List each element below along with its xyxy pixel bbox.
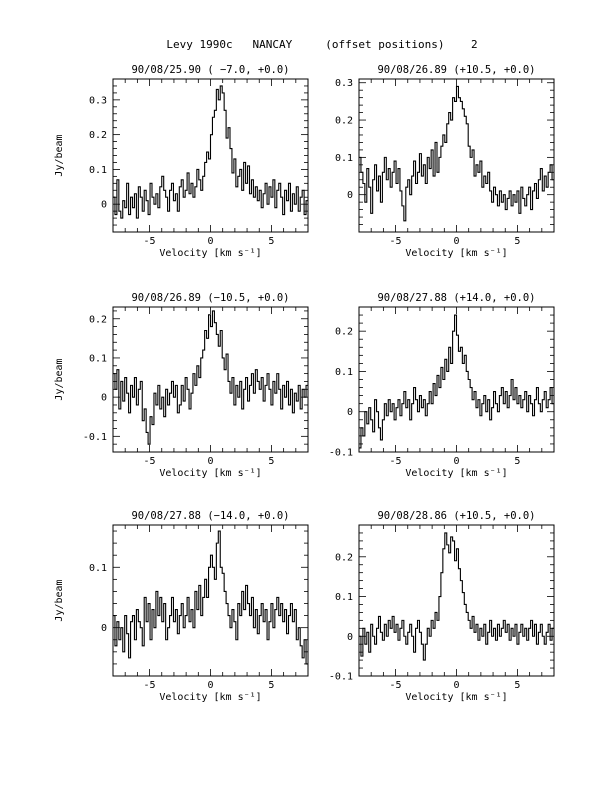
panel-title: 90/08/27.88 (+14.0, +0.0): [377, 292, 535, 304]
x-tick-label: -5: [144, 236, 156, 247]
y-tick-label: 0: [347, 632, 353, 643]
x-tick-label: 5: [514, 680, 520, 691]
x-tick-label: -5: [144, 456, 156, 467]
x-tick-label: 0: [453, 456, 459, 467]
y-tick-label: 0.1: [89, 353, 107, 364]
x-tick-label: 5: [514, 456, 520, 467]
x-axis-label: Velocity [km s⁻¹]: [159, 248, 261, 259]
y-tick-label: 0.1: [335, 153, 353, 164]
x-tick-label: 0: [207, 236, 213, 247]
y-tick-label: 0: [101, 200, 107, 211]
y-tick-label: 0: [101, 623, 107, 634]
spectrum-line: [359, 85, 554, 222]
panel-5: 90/08/27.88 (−14.0, +0.0) -5 0 5 0 0.1 Velocit…: [54, 510, 309, 703]
spectrum-line: [359, 532, 554, 661]
y-tick-label: 0.1: [89, 563, 107, 574]
y-tick-label: 0: [347, 190, 353, 201]
panel-title: 90/08/28.86 (+10.5, +0.0): [377, 510, 535, 522]
plot-frame: [358, 78, 555, 233]
y-tick-label: 0.3: [335, 78, 353, 89]
x-tick-label: 5: [268, 456, 274, 467]
panel-3: 90/08/26.89 (−10.5, +0.0) -5 0 5 -0.1 0 0.1 0.2…: [54, 292, 309, 479]
spectrum-line: [113, 530, 308, 665]
y-tick-label: 0.1: [335, 367, 353, 378]
y-tick-label: 0.2: [89, 130, 107, 141]
panel-title: 90/08/25.90 ( −7.0, +0.0): [131, 64, 289, 76]
x-axis-label: Velocity [km s⁻¹]: [405, 468, 507, 479]
y-tick-label: 0.2: [89, 314, 107, 325]
y-tick-label: 0.3: [89, 95, 107, 106]
x-tick-label: 0: [207, 680, 213, 691]
y-tick-label: 0.1: [335, 592, 353, 603]
panel-title: 90/08/26.89 (+10.5, +0.0): [377, 64, 535, 76]
panel-1: 90/08/25.90 ( −7.0, +0.0) -5 0 5 0 0.1 0.2 0.3 V…: [54, 64, 309, 259]
y-tick-label: 0.2: [335, 327, 353, 338]
panel-4: 90/08/27.88 (+14.0, +0.0) -5 0 5 -0.1 0 0.1 0.2…: [329, 292, 555, 479]
y-tick-label: 0: [101, 393, 107, 404]
y-tick-label: 0.2: [335, 116, 353, 127]
x-tick-label: 5: [514, 236, 520, 247]
spectrum-line: [113, 85, 308, 219]
panel-title: 90/08/26.89 (−10.5, +0.0): [131, 292, 289, 304]
x-axis-label: Velocity [km s⁻¹]: [159, 692, 261, 703]
x-tick-label: -5: [390, 236, 402, 247]
y-tick-label: 0.2: [335, 552, 353, 563]
x-tick-label: -5: [144, 680, 156, 691]
y-tick-label: -0.1: [83, 432, 107, 443]
x-axis-label: Velocity [km s⁻¹]: [405, 248, 507, 259]
x-tick-label: 5: [268, 236, 274, 247]
x-tick-label: 5: [268, 680, 274, 691]
y-axis-label: Jy/beam: [54, 358, 65, 400]
panel-6: 90/08/28.86 (+10.5, +0.0) -5 0 5 -0.1 0 0.1 0.2…: [329, 510, 555, 703]
x-axis-label: Velocity [km s⁻¹]: [405, 692, 507, 703]
plot-frame: [358, 524, 555, 677]
page-title: Levy 1990c NANCAY (offset positions) 2: [166, 38, 477, 51]
y-tick-label: 0.1: [89, 165, 107, 176]
y-tick-label: -0.1: [329, 672, 353, 683]
x-tick-label: 0: [453, 236, 459, 247]
y-axis-label: Jy/beam: [54, 579, 65, 621]
x-tick-label: -5: [390, 456, 402, 467]
y-axis-label: Jy/beam: [54, 134, 65, 176]
x-axis-label: Velocity [km s⁻¹]: [159, 468, 261, 479]
panel-2: 90/08/26.89 (+10.5, +0.0) -5 0 5 0 0.1 0.2 0.3 V…: [335, 64, 555, 259]
spectrum-line: [359, 314, 554, 449]
y-tick-label: -0.1: [329, 448, 353, 459]
x-tick-label: 0: [453, 680, 459, 691]
spectrum-line: [113, 310, 308, 445]
y-tick-label: 0: [347, 407, 353, 418]
x-tick-label: 0: [207, 456, 213, 467]
panel-title: 90/08/27.88 (−14.0, +0.0): [131, 510, 289, 522]
x-tick-label: -5: [390, 680, 402, 691]
